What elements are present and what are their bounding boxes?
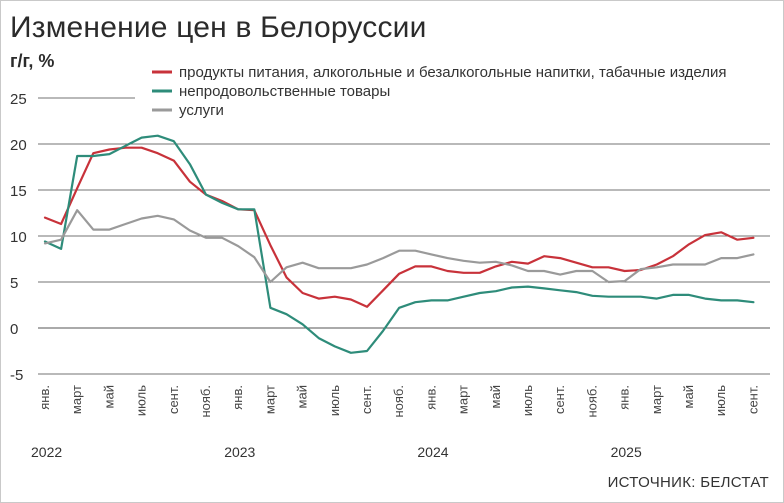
legend: продукты питания, алкогольные и безалког… — [135, 62, 771, 119]
x-tick-label: нояб. — [391, 385, 406, 418]
x-tick-label: сент. — [552, 385, 567, 414]
y-tick-label: 25 — [10, 91, 27, 108]
series-line-1 — [43, 134, 755, 354]
legend-background — [135, 62, 771, 118]
y-tick-label: 5 — [10, 275, 18, 292]
x-tick-label: янв. — [37, 385, 52, 410]
chart-title: Изменение цен в Белоруссии — [10, 11, 427, 44]
x-tick-label: март — [649, 385, 664, 414]
x-tick-label: май — [488, 385, 503, 408]
source-note: ИСТОЧНИК: БЕЛСТАТ — [607, 474, 769, 491]
x-tick-label: янв. — [423, 385, 438, 410]
x-tick-labels: янв. март май июль сент. нояб. янв. март май июль… — [37, 385, 760, 418]
year-label: 2025 — [611, 444, 642, 460]
x-tick-label: июль — [520, 385, 535, 416]
x-tick-label: март — [69, 385, 84, 414]
y-tick-label: 15 — [10, 183, 27, 200]
x-tick-label: май — [101, 385, 116, 408]
y-tick-label: -5 — [10, 367, 23, 384]
x-tick-label: май — [295, 385, 310, 408]
grid-lines — [38, 97, 770, 375]
y-tick-label: 10 — [10, 229, 27, 246]
x-tick-label: нояб. — [584, 385, 599, 418]
year-label: 2023 — [224, 444, 255, 460]
y-tick-label: 0 — [10, 321, 18, 338]
x-tick-label: март — [262, 385, 277, 414]
y-tick-labels: 25 20 15 10 5 0 -5 — [10, 91, 27, 384]
x-tick-label: июль — [713, 385, 728, 416]
x-tick-label: сент. — [745, 385, 760, 414]
legend-label-1: непродовольственные товары — [179, 83, 390, 100]
x-tick-label: июль — [134, 385, 149, 416]
series-lines — [43, 134, 755, 354]
year-labels: 2022 2023 2024 2025 — [31, 444, 642, 460]
year-label: 2022 — [31, 444, 62, 460]
x-tick-label: янв. — [230, 385, 245, 410]
x-tick-label: май — [681, 385, 696, 408]
x-tick-label: сент. — [359, 385, 374, 414]
x-tick-label: июль — [327, 385, 342, 416]
y-axis-label: г/г, % — [10, 51, 55, 71]
series-line-0 — [43, 146, 755, 308]
legend-label-2: услуги — [179, 102, 224, 119]
y-tick-label: 20 — [10, 137, 27, 154]
x-tick-label: нояб. — [198, 385, 213, 418]
series-line-2 — [43, 209, 755, 284]
x-tick-label: март — [456, 385, 471, 414]
x-tick-label: янв. — [617, 385, 632, 410]
legend-label-0: продукты питания, алкогольные и безалког… — [179, 64, 726, 81]
year-label: 2024 — [417, 444, 448, 460]
x-tick-label: сент. — [166, 385, 181, 414]
